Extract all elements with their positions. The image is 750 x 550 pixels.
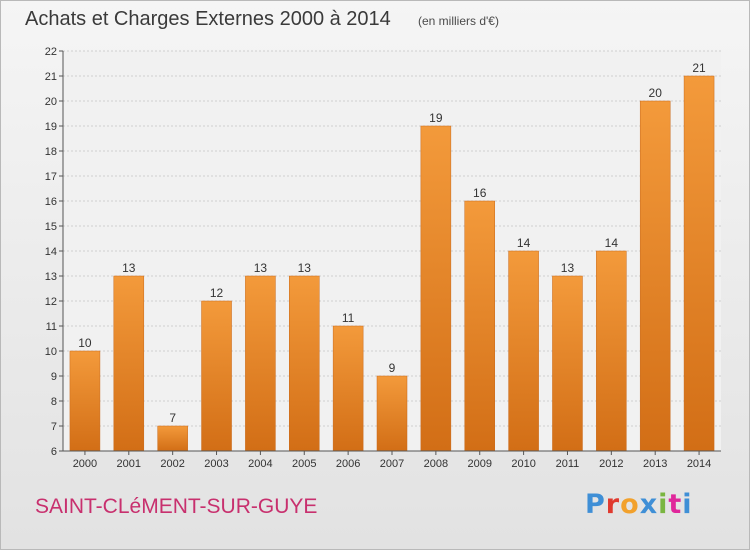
value-label: 11: [342, 311, 355, 325]
y-tick-label: 13: [45, 271, 57, 283]
brand-letter: i: [658, 489, 669, 520]
brand-letter: P: [585, 489, 606, 520]
bar: [201, 300, 232, 452]
x-tick-label: 2001: [117, 458, 141, 470]
y-tick-label: 21: [45, 71, 57, 83]
x-tick-label: 2012: [599, 458, 623, 470]
y-tick-label: 7: [51, 421, 57, 433]
bar: [508, 250, 539, 452]
value-label: 13: [122, 261, 136, 275]
value-label: 7: [169, 411, 176, 425]
y-tick-label: 11: [46, 321, 57, 333]
y-tick-label: 15: [45, 221, 57, 233]
value-label: 12: [210, 286, 224, 300]
commune-name: SAINT-CLéMENT-SUR-GUYE: [35, 495, 318, 518]
y-tick-label: 16: [45, 196, 57, 208]
brand-letter: i: [682, 489, 693, 520]
brand-letter: t: [668, 489, 683, 520]
brand-letter: x: [639, 489, 659, 520]
value-label: 10: [78, 336, 92, 350]
x-tick-label: 2002: [160, 458, 184, 470]
bar: [113, 275, 145, 452]
value-label: 20: [649, 86, 663, 100]
brand-letter: r: [605, 489, 621, 520]
x-tick-label: 2014: [687, 458, 711, 470]
value-label: 16: [473, 186, 487, 200]
x-tick-label: 2003: [204, 458, 228, 470]
x-tick-label: 2011: [556, 458, 580, 470]
y-tick-label: 12: [45, 296, 57, 308]
value-label: 21: [692, 61, 706, 75]
bar: [245, 275, 276, 452]
x-tick-label: 2006: [336, 458, 360, 470]
value-label: 13: [298, 261, 312, 275]
value-label: 9: [389, 361, 396, 375]
bar: [464, 200, 495, 452]
chart-title: Achats et Charges Externes 2000 à 2014: [25, 8, 391, 30]
y-tick-label: 18: [45, 146, 57, 158]
value-label: 13: [561, 261, 575, 275]
value-label: 14: [517, 236, 531, 250]
x-tick-label: 2005: [292, 458, 316, 470]
y-tick-label: 6: [51, 446, 57, 458]
y-tick-label: 14: [45, 246, 57, 258]
y-tick-label: 10: [45, 346, 57, 358]
x-tick-label: 2009: [467, 458, 491, 470]
bar: [683, 75, 715, 452]
bar: [69, 350, 101, 452]
bar: [552, 275, 583, 452]
y-tick-label: 20: [45, 96, 57, 108]
x-tick-label: 2010: [511, 458, 535, 470]
bar: [376, 375, 408, 452]
x-tick-label: 2008: [424, 458, 448, 470]
y-tick-label: 22: [45, 46, 57, 58]
bar: [639, 100, 671, 452]
x-tick-label: 2004: [248, 458, 272, 470]
x-tick-label: 2013: [643, 458, 667, 470]
value-label: 19: [429, 111, 443, 125]
value-label: 14: [605, 236, 619, 250]
brand-letter: o: [620, 489, 640, 520]
value-label: 13: [254, 261, 268, 275]
y-tick-label: 8: [51, 396, 57, 408]
bar: [157, 425, 188, 452]
y-tick-label: 17: [45, 171, 57, 183]
y-tick-label: 9: [51, 371, 57, 383]
bar: [420, 125, 452, 452]
x-tick-label: 2007: [380, 458, 404, 470]
brand-logo: Proxiti: [585, 489, 693, 520]
chart-unit: (en milliers d'€): [418, 14, 499, 28]
bar: [289, 275, 320, 452]
bar: [596, 250, 627, 452]
x-tick-label: 2000: [73, 458, 97, 470]
y-tick-label: 19: [45, 121, 57, 133]
bar: [332, 325, 364, 452]
